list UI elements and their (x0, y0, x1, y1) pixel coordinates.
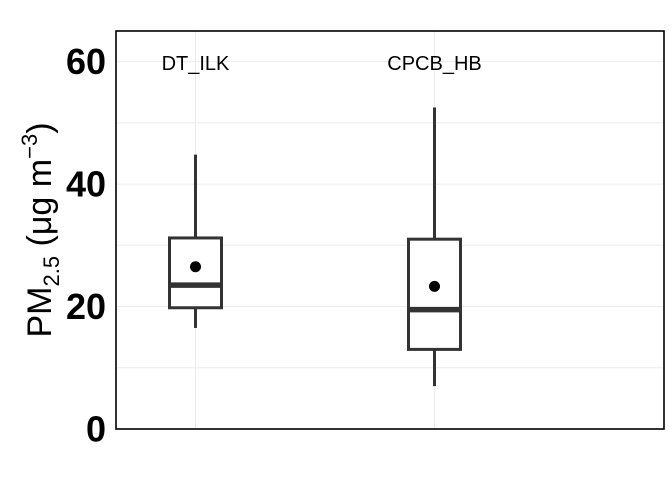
boxplot-dt-ilk (168, 154, 223, 328)
y-tick-label: 40 (66, 164, 106, 205)
y-tick-label: 60 (66, 41, 106, 82)
y-axis-title-prefix: PM (21, 287, 59, 338)
iqr-box (168, 236, 223, 310)
y-axis-title-unit: (μg m (21, 159, 59, 256)
y-axis-title-superscript: −3 (17, 134, 42, 159)
panel-border (115, 30, 665, 430)
y-axis-title-subscript: 2.5 (39, 256, 64, 287)
y-axis-ticks: 0 20 40 60 (66, 41, 106, 449)
y-tick-label: 20 (66, 286, 106, 327)
y-axis-title-close: ) (21, 122, 59, 133)
y-axis-title: PM2.5 (μg m−3) (17, 122, 64, 337)
box-plots (168, 107, 462, 387)
grid-lines (116, 31, 664, 430)
group-labels: DT_ILK CPCB_HB (162, 53, 482, 75)
group-label: DT_ILK (162, 53, 230, 75)
mean-point (429, 280, 440, 292)
iqr-box (407, 237, 462, 351)
boxplot-cpcb-hb (407, 107, 462, 387)
mean-point (190, 261, 201, 273)
y-tick-label: 0 (86, 409, 106, 450)
group-label: CPCB_HB (387, 53, 481, 75)
